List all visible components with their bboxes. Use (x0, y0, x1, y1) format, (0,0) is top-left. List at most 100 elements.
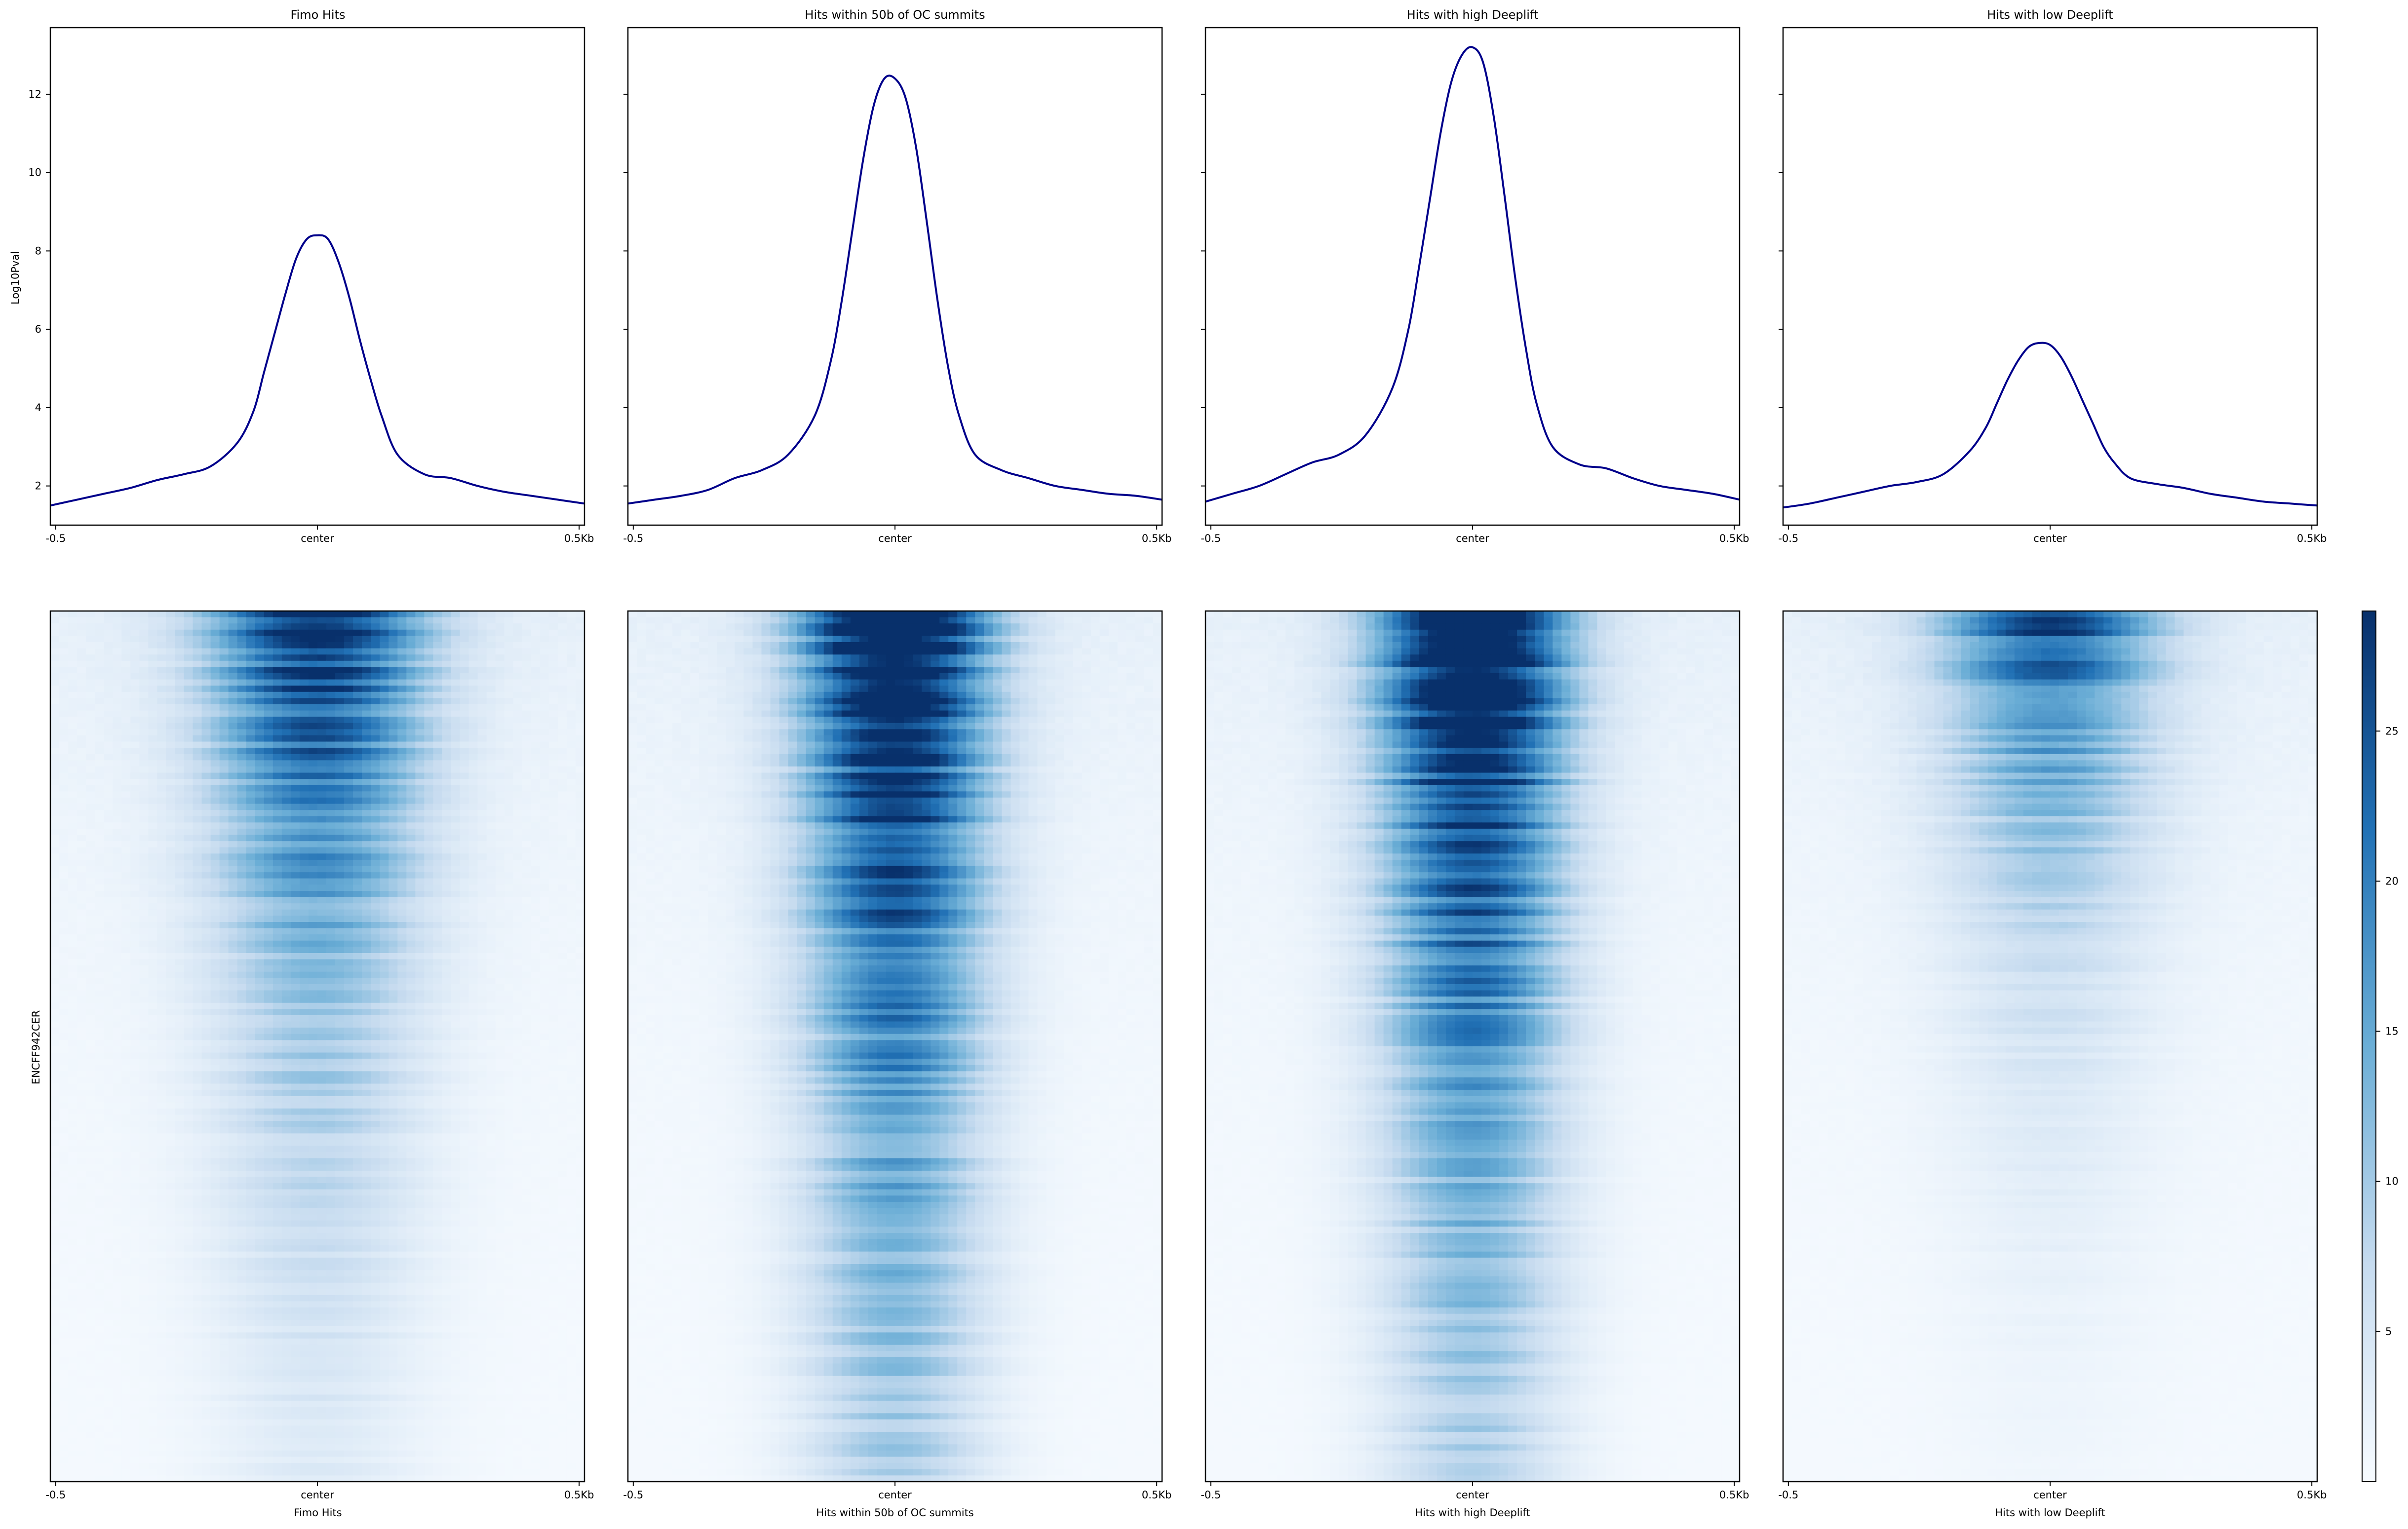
heatmap-cell (424, 853, 433, 860)
heatmap-cell (300, 630, 309, 636)
heatmap-cell (95, 841, 104, 847)
heatmap-cell (380, 829, 389, 835)
heatmap-cell (50, 773, 60, 779)
heatmap-cell (211, 698, 220, 704)
heatmap-cell (406, 773, 416, 779)
heatmap-cell (184, 623, 194, 630)
heatmap-cell (371, 860, 380, 866)
heatmap-cell (220, 773, 229, 779)
heatmap-cell (246, 673, 256, 680)
heatmap-cell (220, 779, 229, 785)
heatmap-cell (68, 860, 78, 866)
heatmap-cell (522, 698, 532, 704)
heatmap-cell (229, 853, 238, 860)
heatmap-cell (121, 760, 131, 766)
heatmap-row (50, 760, 585, 766)
heatmap-cell (121, 748, 131, 754)
heatmap-cell (371, 884, 380, 891)
heatmap-cell (397, 735, 407, 742)
heatmap-cell (95, 773, 104, 779)
heatmap-cell (113, 673, 122, 680)
heatmap-cell (433, 704, 442, 711)
heatmap-cell (255, 810, 265, 816)
heatmap-cell (184, 903, 194, 910)
heatmap-cell (522, 723, 532, 729)
heatmap-cell (237, 835, 247, 841)
heatmap-cell (139, 785, 149, 792)
heatmap-cell (291, 760, 300, 766)
heatmap-cell (513, 729, 523, 735)
heatmap-cell (175, 723, 184, 729)
heatmap-cell (68, 779, 78, 785)
heatmap-cell (282, 822, 291, 829)
heatmap-cell (451, 649, 461, 655)
heatmap-cell (567, 754, 576, 761)
heatmap-cell (326, 816, 336, 823)
heatmap-cell (246, 630, 256, 636)
heatmap-cell (433, 754, 442, 761)
heatmap-cell (300, 773, 309, 779)
heatmap-cell (175, 754, 184, 761)
heatmap-cell (576, 822, 585, 829)
heatmap-cell (505, 636, 514, 642)
heatmap-cell (531, 773, 541, 779)
heatmap-cell (68, 698, 78, 704)
heatmap-cell (273, 617, 282, 624)
heatmap-cell (273, 630, 282, 636)
heatmap-cell (202, 884, 211, 891)
heatmap-cell (371, 667, 380, 673)
heatmap-cell (300, 680, 309, 686)
heatmap-cell (157, 686, 166, 692)
heatmap-cell (513, 804, 523, 810)
heatmap-cell (415, 866, 425, 873)
heatmap-cell (237, 711, 247, 717)
heatmap-cell (362, 791, 371, 798)
heatmap-cell (246, 649, 256, 655)
heatmap-row (50, 903, 585, 910)
heatmap-cell (220, 791, 229, 798)
heatmap-cell (130, 810, 140, 816)
heatmap-cell (424, 654, 433, 661)
heatmap-cell (460, 686, 469, 692)
heatmap-cell (424, 704, 433, 711)
heatmap-cell (371, 810, 380, 816)
heatmap-cell (104, 897, 113, 904)
heatmap-cell (157, 779, 166, 785)
heatmap-cell (326, 773, 336, 779)
heatmap-cell (86, 698, 95, 704)
heatmap-cell (220, 717, 229, 723)
heatmap-cell (460, 810, 469, 816)
heatmap-cell (166, 766, 175, 773)
heatmap-cell (193, 879, 202, 885)
heatmap-cell (406, 866, 416, 873)
heatmap-cell (442, 891, 451, 897)
heatmap-cell (424, 711, 433, 717)
heatmap-cell (415, 810, 425, 816)
heatmap-cell (567, 816, 576, 823)
heatmap-cell (211, 735, 220, 742)
heatmap-cell (549, 717, 558, 723)
heatmap-cell (451, 729, 461, 735)
heatmap-cell (406, 897, 416, 904)
heatmap-cell (309, 717, 318, 723)
heatmap-cell (282, 686, 291, 692)
heatmap-cell (540, 623, 549, 630)
heatmap-cell (255, 667, 265, 673)
heatmap-cell (362, 760, 371, 766)
heatmap-cell (513, 853, 523, 860)
heatmap-cell (371, 879, 380, 885)
heatmap-cell (424, 754, 433, 761)
heatmap-cell (86, 623, 95, 630)
heatmap-cell (344, 835, 353, 841)
heatmap-cell (424, 891, 433, 897)
heatmap-cell (317, 642, 327, 649)
heatmap-cell (220, 611, 229, 617)
heatmap-cell (460, 630, 469, 636)
heatmap-cell (184, 891, 194, 897)
heatmap-cell (130, 649, 140, 655)
heatmap-cell (229, 680, 238, 686)
heatmap-cell (300, 686, 309, 692)
heatmap-cell (406, 791, 416, 798)
heatmap-cell (139, 686, 149, 692)
